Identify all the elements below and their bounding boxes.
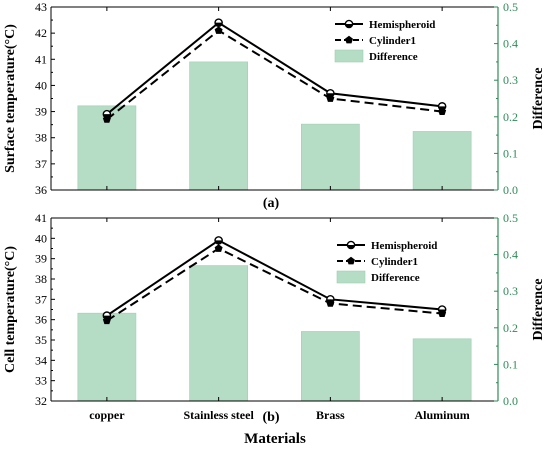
y-tick-label: 32	[35, 394, 47, 408]
y2-tick-label: 0.5	[503, 211, 518, 225]
y2-tick-label: 0.3	[503, 284, 518, 298]
legend-circle-fill	[345, 24, 353, 28]
axes: 32 33 34 35 36 37 38 39 40 41 0.0 0.1 0.2 0.3 0.4 0.5 co…	[3, 211, 546, 422]
legend-circle-fill	[347, 245, 355, 249]
panel-b-cell-temperature: 32 33 34 35 36 37 38 39 40 41 0.0 0.1 0.2 0.3 0.4 0.5 co…	[3, 211, 546, 425]
hemispheroid-line	[106, 239, 443, 317]
y-tick-label: 41	[35, 211, 47, 225]
cylinder1-marker	[326, 299, 335, 307]
category-label: copper	[89, 408, 125, 422]
panel-label: (a)	[263, 196, 280, 211]
hemispheroid-marker-fill	[215, 22, 223, 27]
y2-tick-label: 0.0	[503, 183, 518, 197]
legend-difference-swatch	[334, 49, 364, 63]
y-tick-label: 43	[35, 0, 47, 14]
y-tick-label: 37	[35, 292, 47, 306]
y2-tick-label: 0.2	[503, 110, 518, 124]
cylinder1-line	[106, 29, 443, 121]
y-tick-label: 33	[35, 374, 47, 388]
legend-pentagon-marker	[345, 35, 353, 44]
cylinder1-marker	[438, 107, 447, 115]
panel-a-surface-temperature: 36 37 38 39 40 41 42 43 0.0 0.1 0.2 0.3 0.4 0.5 Surfac…	[3, 0, 546, 211]
y2-tick-label: 0.1	[503, 146, 518, 160]
difference-bar	[189, 265, 248, 402]
hemispheroid-line	[106, 21, 443, 115]
y-tick-label: 40	[35, 231, 47, 245]
difference-bar	[412, 131, 472, 191]
legend-label: Difference	[369, 51, 418, 63]
category-label: Aluminum	[414, 408, 469, 422]
y-tick-label: 35	[35, 333, 47, 347]
y2-tick-label: 0.1	[503, 357, 518, 371]
cylinder1-line	[106, 247, 443, 322]
legend-difference-swatch	[336, 270, 366, 284]
y-axis-title: Surface temperature(°C)	[3, 24, 18, 173]
y-tick-label: 39	[35, 252, 47, 266]
y-tick-label: 38	[35, 272, 47, 286]
y-tick-label: 34	[35, 353, 47, 367]
y2-axis-title: Difference	[531, 68, 546, 130]
temperature-lines	[102, 18, 447, 123]
legend-label: Cylinder1	[369, 35, 416, 47]
difference-bars	[77, 61, 472, 191]
difference-bar	[77, 312, 137, 402]
panel-label: (b)	[262, 410, 279, 425]
legend-label: Hemispheroid	[371, 240, 437, 252]
cylinder1-marker	[438, 309, 447, 317]
legend-pentagon-marker	[347, 256, 355, 265]
y-tick-label: 41	[35, 52, 47, 66]
legend-label: Hemispheroid	[369, 19, 435, 31]
difference-bar	[189, 61, 248, 191]
category-label: Brass	[316, 408, 345, 422]
y2-tick-label: 0.3	[503, 73, 518, 87]
legend: Hemispheroid Cylinder1 Difference	[336, 240, 437, 284]
y-tick-label: 37	[35, 157, 47, 171]
cylinder1-marker	[102, 316, 111, 325]
cylinder1-marker	[326, 94, 335, 102]
y-tick-label: 39	[35, 105, 47, 119]
difference-bars	[77, 265, 472, 402]
difference-bar	[412, 338, 472, 402]
y-tick-label: 42	[35, 26, 47, 40]
legend: Hemispheroid Cylinder1 Difference	[334, 19, 435, 63]
cylinder1-marker	[102, 115, 111, 123]
y-tick-label: 36	[35, 183, 47, 197]
difference-bar	[301, 331, 360, 402]
difference-bar	[301, 123, 360, 191]
y-tick-label: 38	[35, 131, 47, 145]
legend-label: Cylinder1	[371, 256, 418, 268]
y-axis-title: Cell temperature(°C)	[3, 246, 18, 373]
x-axis-label: Materials	[244, 431, 306, 447]
y2-tick-label: 0.5	[503, 0, 518, 14]
legend-label: Difference	[371, 272, 420, 284]
y2-axis-title: Difference	[531, 279, 546, 341]
y2-tick-label: 0.4	[503, 248, 518, 262]
axes: 36 37 38 39 40 41 42 43 0.0 0.1 0.2 0.3 0.4 0.5 Surfac…	[3, 0, 546, 197]
temperature-lines	[102, 236, 447, 325]
y-tick-label: 40	[35, 78, 47, 92]
hemispheroid-marker-fill	[215, 240, 223, 244]
y2-tick-label: 0.2	[503, 321, 518, 335]
category-label: Stainless steel	[183, 408, 254, 422]
y-tick-label: 36	[35, 313, 47, 327]
cylinder1-marker	[214, 26, 223, 34]
y2-tick-label: 0.4	[503, 37, 518, 51]
cylinder1-marker	[214, 244, 223, 252]
y2-tick-label: 0.0	[503, 394, 518, 408]
